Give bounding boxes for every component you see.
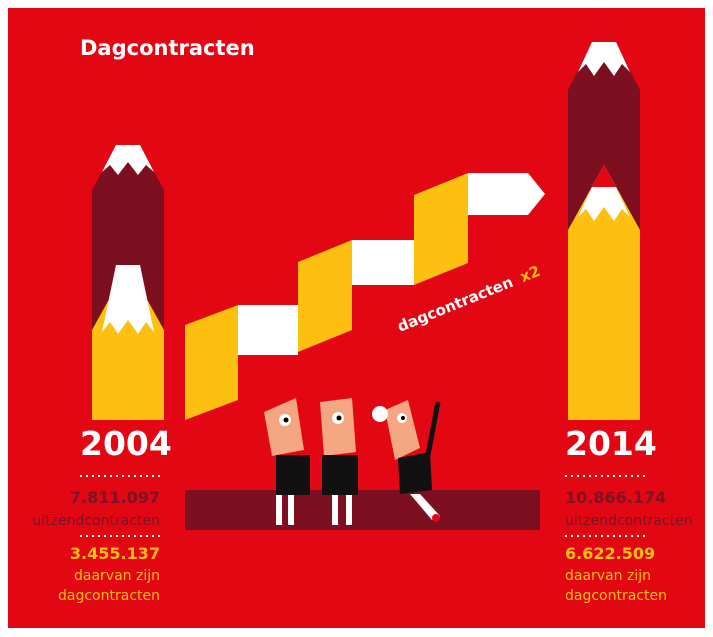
total: 7.811.097 [70, 488, 160, 507]
day-count: 6.622.509 [565, 544, 655, 563]
title: Dagcontracten [80, 36, 255, 60]
year: 2004 [80, 424, 172, 463]
day-count: 3.455.137 [70, 544, 160, 563]
total: 10.866.174 [565, 488, 666, 507]
day-label: dagcontracten [58, 588, 160, 604]
day-label: daarvan zijn [74, 568, 160, 584]
day-label: dagcontracten [565, 588, 667, 604]
year: 2014 [565, 424, 657, 463]
infographic: Dagcontracten dagcontracten x2 [0, 0, 713, 637]
bench [185, 490, 540, 530]
total-label: uitzendcontracten [565, 513, 693, 529]
day-label: daarvan zijn [565, 568, 651, 584]
pencils-2014 [568, 20, 640, 420]
total-label: uitzendcontracten [32, 513, 160, 529]
